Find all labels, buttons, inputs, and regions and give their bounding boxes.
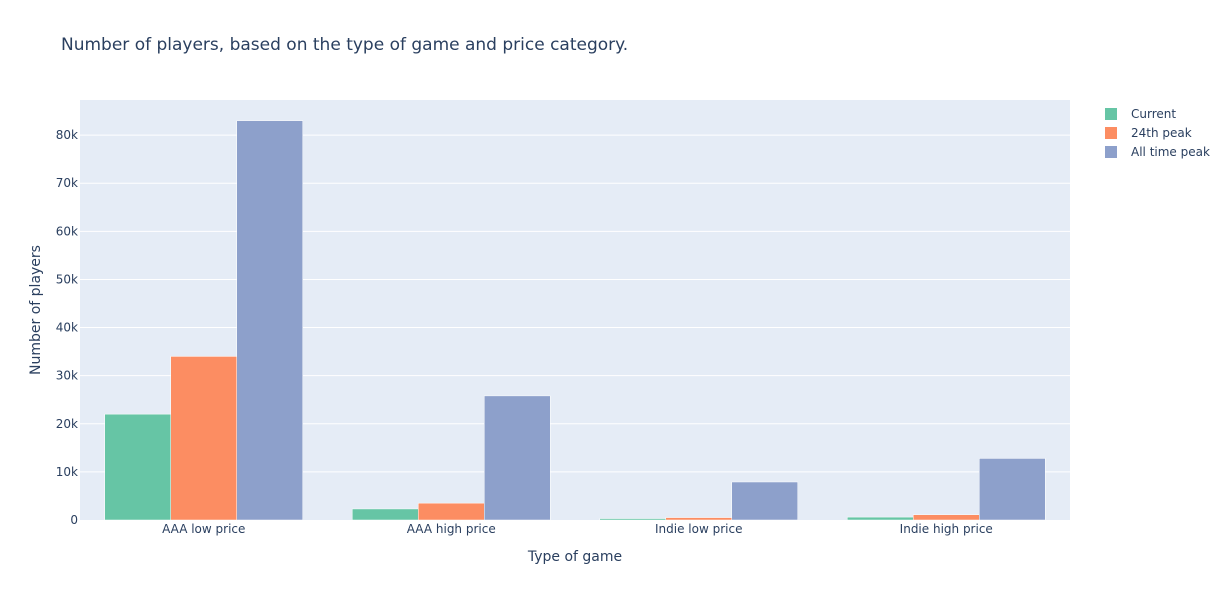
bar[interactable] bbox=[599, 518, 666, 521]
y-tick-label: 50k bbox=[56, 272, 78, 286]
legend-label[interactable]: All time peak bbox=[1131, 145, 1210, 159]
y-axis-title: Number of players bbox=[28, 245, 44, 375]
y-tick-label: 20k bbox=[56, 417, 78, 431]
y-tick-label: 40k bbox=[56, 321, 78, 335]
bar[interactable] bbox=[731, 481, 798, 521]
x-tick-label: Indie high price bbox=[900, 522, 993, 536]
x-tick-label: AAA high price bbox=[407, 522, 496, 536]
chart-title: Number of players, based on the type of … bbox=[61, 35, 628, 55]
bar[interactable] bbox=[484, 395, 551, 521]
x-tick-label: AAA low price bbox=[162, 522, 245, 536]
bar[interactable] bbox=[104, 413, 171, 521]
x-axis-ticks: AAA low price AAA high price Indie low pri… bbox=[162, 522, 993, 536]
y-tick-label: 80k bbox=[56, 128, 78, 142]
bar[interactable] bbox=[665, 517, 732, 521]
legend-label[interactable]: Current bbox=[1131, 107, 1176, 121]
legend-label[interactable]: 24th peak bbox=[1131, 126, 1192, 140]
legend[interactable]: Current 24th peak All time peak bbox=[1105, 107, 1210, 159]
y-tick-label: 0 bbox=[70, 513, 78, 527]
y-tick-label: 10k bbox=[56, 465, 78, 479]
bar[interactable] bbox=[352, 508, 419, 521]
y-tick-label: 30k bbox=[56, 369, 78, 383]
x-axis-title: Type of game bbox=[527, 549, 622, 565]
bar[interactable] bbox=[847, 516, 914, 521]
y-axis-ticks: 0 10k 20k 30k 40k 50k 60k 70k 80k bbox=[56, 128, 78, 527]
legend-swatch[interactable] bbox=[1105, 127, 1117, 139]
legend-swatch[interactable] bbox=[1105, 146, 1117, 158]
bar[interactable] bbox=[170, 356, 237, 521]
bar[interactable] bbox=[913, 514, 980, 521]
bar[interactable] bbox=[418, 502, 485, 521]
bar[interactable] bbox=[979, 458, 1046, 521]
y-tick-label: 70k bbox=[56, 176, 78, 190]
y-tick-label: 60k bbox=[56, 224, 78, 238]
bars-group bbox=[104, 120, 1046, 521]
x-tick-label: Indie low price bbox=[655, 522, 742, 536]
bar[interactable] bbox=[236, 120, 303, 521]
legend-swatch[interactable] bbox=[1105, 108, 1117, 120]
